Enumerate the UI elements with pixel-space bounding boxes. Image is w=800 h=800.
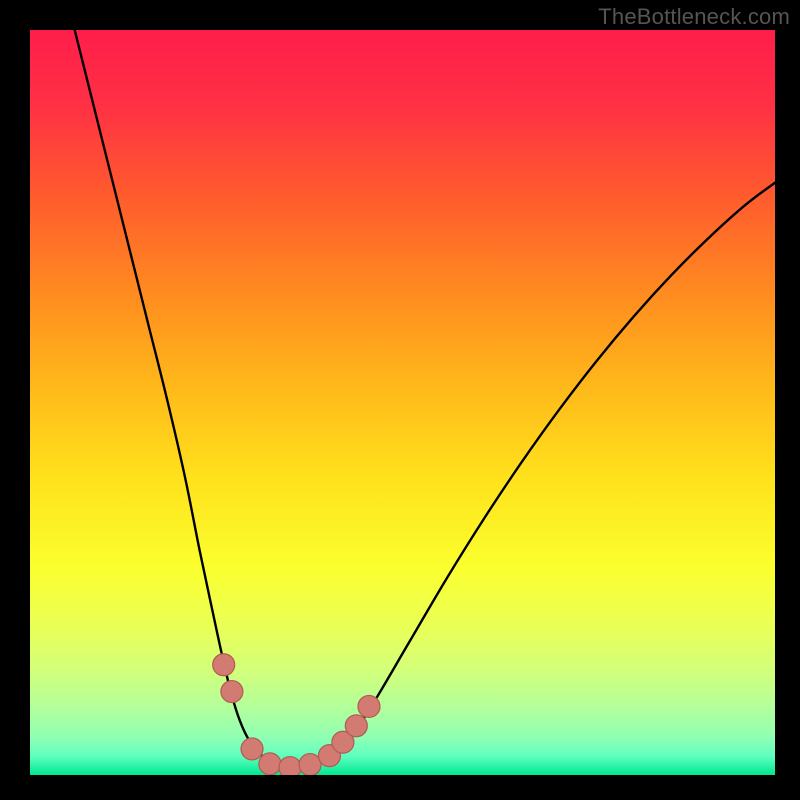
- curve-marker-5: [299, 754, 321, 775]
- curve-marker-1: [221, 681, 243, 703]
- curve-marker-3: [259, 753, 281, 775]
- plot-area: [30, 30, 775, 775]
- chart-frame: TheBottleneck.com: [0, 0, 800, 800]
- curve-marker-0: [213, 654, 235, 676]
- curve-marker-2: [241, 738, 263, 760]
- bottleneck-curve-overlay: [30, 30, 775, 775]
- curve-marker-9: [358, 695, 380, 717]
- watermark-text: TheBottleneck.com: [598, 4, 790, 30]
- bottleneck-v-curve: [75, 30, 775, 768]
- curve-marker-4: [279, 757, 301, 775]
- curve-marker-8: [345, 715, 367, 737]
